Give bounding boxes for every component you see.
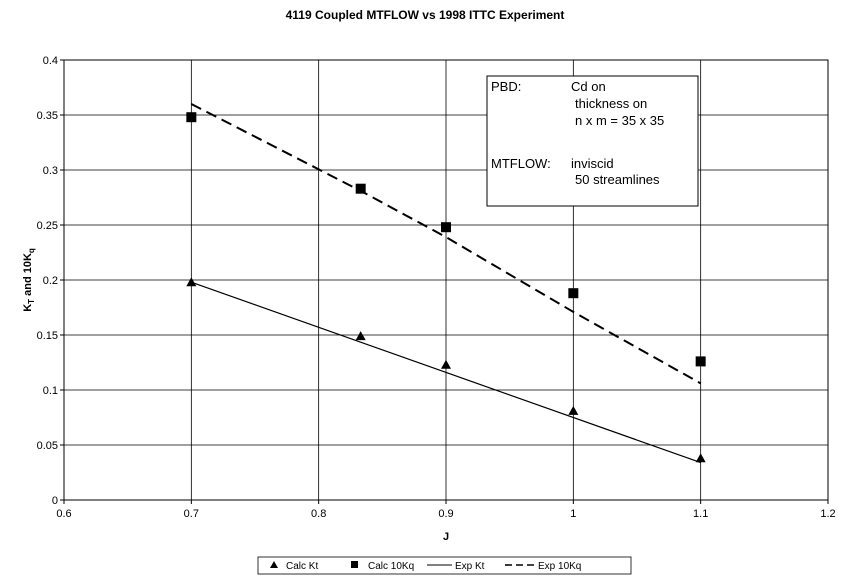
point-calc-10kq [186,112,197,123]
x-tick-label: 0.9 [438,508,453,520]
annotation-box: PBD: Cd on thickness on n x m = 35 x 35 … [486,75,699,207]
legend-label: Calc 10Kq [368,561,414,572]
x-tick-label: 1.1 [693,508,708,520]
point-calc-10kq [441,222,451,233]
series-layer [186,103,706,464]
legend: Calc Kt Calc 10Kq Exp Kt Exp 10Kq [257,556,632,575]
x-tick-label: 0.7 [184,508,199,520]
y-tick-label: 0 [52,495,58,507]
y-axis-label: KT and 10Kq [22,248,36,312]
y-tick-label: 0.2 [43,275,58,287]
point-calc-10kq [355,183,366,194]
y-tick-label: 0.1 [43,385,58,397]
annotation-mtflow-line: 50 streamlines [575,172,660,187]
y-tick-label: 0.05 [37,440,58,452]
legend-label: Exp Kt [455,561,485,572]
point-calc-kt [355,331,366,341]
y-tick-label: 0.3 [43,165,58,177]
y-tick-labels: 0 0.05 0.1 0.15 0.2 0.25 0.3 0.35 0.4 [37,55,58,507]
legend-label: Exp 10Kq [538,561,581,572]
legend-marker-square [351,561,358,568]
x-tick-label: 0.6 [56,508,71,520]
annotation-mtflow-label: MTFLOW: [491,156,551,171]
annotation-pbd-line: Cd on [571,79,606,94]
x-tick-label: 0.8 [311,508,326,520]
x-tick-labels: 0.6 0.7 0.8 0.9 1 1.1 1.2 [56,508,835,520]
series-line-exp-10kq [190,103,702,385]
x-axis-label: J [443,531,449,543]
x-tick-label: 1 [570,508,576,520]
annotation-pbd-line: n x m = 35 x 35 [575,113,664,128]
point-calc-kt [441,359,451,369]
point-calc-kt [186,277,197,287]
point-calc-10kq [568,288,579,299]
series-line-exp-kt [191,281,701,464]
point-calc-kt [568,405,579,415]
y-tick-label: 0.4 [43,55,58,67]
y-tick-label: 0.35 [37,110,58,122]
y-tick-label: 0.15 [37,330,58,342]
legend-label: Calc Kt [286,561,318,572]
point-calc-kt [695,453,706,463]
chart-title: 4119 Coupled MTFLOW vs 1998 ITTC Experim… [286,8,565,22]
x-tick-label: 1.2 [820,508,835,520]
annotation-pbd-line: thickness on [575,96,647,111]
point-calc-10kq [695,356,706,367]
y-tick-label: 0.25 [37,220,58,232]
legend-marker-triangle [270,561,278,568]
annotation-mtflow-line: inviscid [571,156,614,171]
annotation-pbd-label: PBD: [491,79,521,94]
